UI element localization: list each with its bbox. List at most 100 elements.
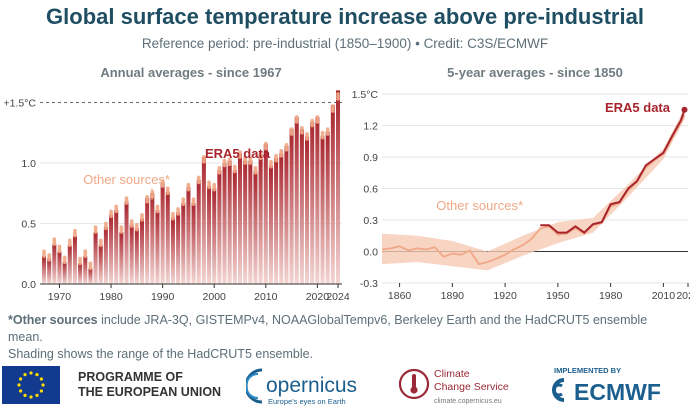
other-sources-dot — [181, 197, 186, 202]
other-sources-dot — [201, 159, 206, 164]
era5-bar — [114, 210, 119, 284]
other-sources-dot — [57, 249, 62, 254]
era5-bar — [315, 117, 320, 284]
left-x-tick-label: 1990 — [151, 291, 175, 303]
right-y-tick-label: 0.6 — [363, 184, 378, 196]
five-year-averages-chart: 5-year averages - since 1850 -0.3 0.0 0.3 0.… — [352, 65, 690, 302]
footnote: *Other sources include JRA-3Q, GISTEMPv4… — [8, 312, 684, 363]
other-sources-dot — [155, 209, 160, 214]
era5-bar — [119, 231, 124, 284]
right-x-tick-label: 1860 — [388, 290, 412, 302]
era5-bar — [67, 245, 72, 284]
era5-bar — [186, 187, 191, 284]
other-sources-dot — [279, 153, 284, 158]
era5-annotation: ERA5 data — [205, 146, 271, 161]
other-sources-dot — [284, 147, 289, 152]
era5-bar — [62, 262, 67, 284]
era5-end-point — [681, 106, 688, 113]
era5-bar — [274, 158, 279, 284]
other-sources-dot — [299, 130, 304, 135]
other-sources-dot — [129, 224, 134, 228]
other-sources-dot — [201, 155, 206, 159]
era5-bar — [139, 218, 145, 284]
other-sources-dot — [248, 156, 253, 161]
other-sources-dot — [109, 214, 113, 219]
other-sources-dot — [88, 266, 93, 271]
other-sources-dot — [336, 92, 340, 96]
c3s-line1: Climate — [434, 368, 470, 380]
other-sources-dot — [42, 254, 46, 259]
ecmwf-logo: IMPLEMENTED BY ECMWF — [552, 366, 661, 405]
other-sources-dot — [67, 238, 72, 243]
other-sources-dot — [289, 132, 294, 136]
other-sources-dot — [238, 155, 242, 159]
other-sources-dot — [119, 225, 124, 230]
other-sources-dot — [310, 123, 315, 128]
other-sources-dot — [315, 115, 320, 119]
other-sources-dot — [88, 261, 93, 266]
c3s-logo: Climate Change Service climate.copernicu… — [398, 368, 509, 405]
other-sources-dot — [93, 230, 98, 234]
right-y-tick-label: -0.3 — [360, 278, 378, 290]
left-chart-heading: Annual averages - since 1967 — [100, 65, 281, 80]
other-sources-dot — [62, 255, 67, 260]
era5-line — [540, 109, 686, 234]
other-sources-dot — [196, 175, 201, 180]
era5-bar — [47, 258, 52, 284]
other-sources-dot — [217, 165, 222, 170]
other-sources-dot — [73, 228, 77, 233]
other-sources-dot — [305, 132, 309, 136]
left-x-tick-label: 2010 — [254, 291, 278, 303]
era5-bar — [78, 263, 83, 284]
other-sources-dot — [186, 187, 191, 192]
era5-bar — [196, 179, 201, 284]
right-y-tick-label: 1.5°C — [352, 89, 379, 101]
other-sources-dot — [310, 118, 315, 123]
era5-bar — [150, 193, 155, 284]
other-sources-dot — [279, 149, 284, 153]
other-sources-dot — [222, 158, 227, 163]
other-sources-dot — [320, 130, 325, 135]
other-sources-dot — [243, 156, 248, 161]
era5-bar — [299, 129, 304, 284]
other-sources-dot — [47, 257, 52, 262]
left-y-tick-label: 0.5 — [21, 219, 36, 231]
left-x-tick-label: 1970 — [48, 291, 72, 303]
era5-bar — [212, 188, 217, 284]
right-x-tick-label: 1920 — [493, 290, 517, 302]
other-sources-dot — [165, 186, 170, 191]
other-sources-dot — [207, 185, 211, 190]
era5-bar — [145, 198, 150, 284]
other-sources-dot — [253, 170, 258, 175]
era5-bar — [165, 192, 170, 284]
hadcrut5-range-band — [382, 108, 685, 271]
left-x-tick-label: 2024 — [326, 291, 350, 303]
left-y-tick-label: +1.5°C — [3, 98, 36, 110]
era5-bar — [335, 90, 341, 284]
era5-bar — [263, 143, 268, 284]
era5-bar — [52, 244, 57, 284]
other-sources-dot — [98, 243, 103, 248]
other-sources-dot — [232, 169, 237, 174]
era5-bar — [227, 160, 232, 284]
chart-subtitle: Reference period: pre-industrial (1850–1… — [141, 36, 549, 51]
other-sources-dot — [263, 141, 268, 146]
other-sources-dot — [119, 230, 124, 234]
era5-bar — [294, 117, 299, 284]
other-sources-dot — [263, 146, 268, 151]
other-sources-dot — [325, 127, 330, 132]
other-sources-dot — [305, 136, 309, 141]
other-sources-dot — [78, 256, 83, 261]
era5-bar — [129, 224, 134, 284]
other-sources-dot — [196, 180, 201, 185]
other-sources-dot — [103, 221, 108, 226]
footnote-line2: Shading shows the range of the HadCRUT5 … — [8, 347, 314, 361]
other-sources-dot — [186, 182, 191, 187]
other-sources-dot — [165, 191, 170, 196]
era5-bar — [330, 104, 335, 285]
era5-bar — [284, 146, 289, 284]
era5-bar — [320, 136, 325, 284]
era5-bar — [217, 170, 222, 284]
era5-bar — [41, 256, 47, 284]
other-sources-dot — [325, 132, 330, 136]
